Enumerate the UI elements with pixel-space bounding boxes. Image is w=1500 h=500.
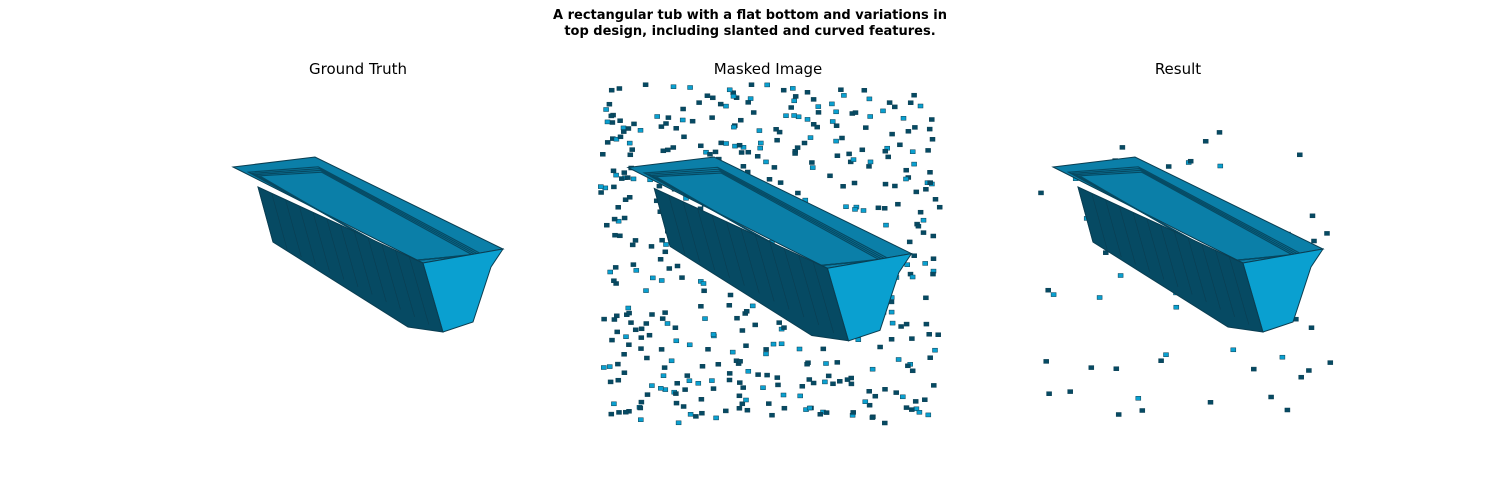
figure-title-line-2: top design, including slanted and curved… <box>564 24 936 39</box>
masked-image-voxel-render <box>598 82 943 426</box>
ground-truth-panel: Ground Truth <box>178 60 538 440</box>
tub-voxels <box>1051 156 1325 333</box>
tub-voxels <box>231 156 505 333</box>
ground-truth-voxel-render <box>231 156 505 333</box>
result-voxel-render <box>1038 130 1334 417</box>
ground-truth-title: Ground Truth <box>309 60 407 78</box>
masked-image-panel: Masked Image <box>588 60 948 440</box>
masked-image-title: Masked Image <box>713 60 823 78</box>
figure-title-line-1: A rectangular tub with a flat bottom and… <box>553 8 947 23</box>
figure-title: A rectangular tub with a flat bottom and… <box>450 8 1050 40</box>
result-panel: Result <box>998 60 1358 440</box>
result-title: Result <box>1154 60 1202 78</box>
tub-voxels <box>626 156 914 342</box>
